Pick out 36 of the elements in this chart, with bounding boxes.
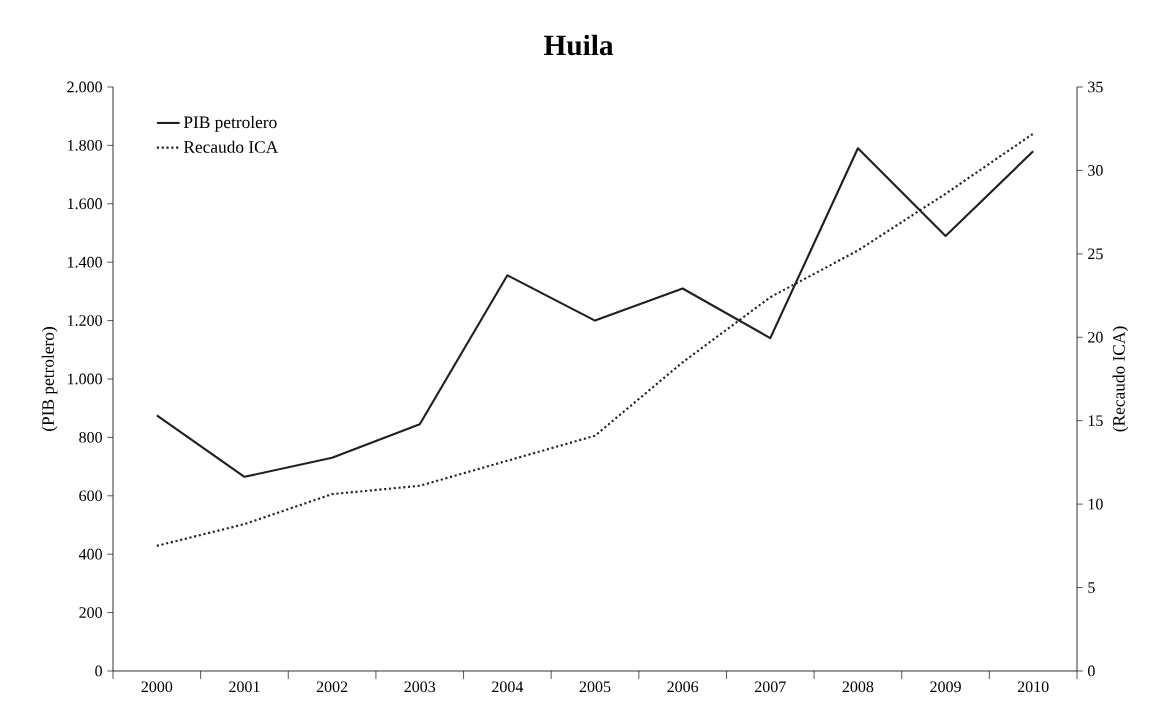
x-tick-label: 2006 bbox=[667, 681, 699, 693]
x-tick-label: 2002 bbox=[316, 681, 348, 693]
y-tick-label: 800 bbox=[79, 431, 102, 443]
y2-tick-label: 30 bbox=[1088, 165, 1103, 176]
y-tick-label: 200 bbox=[79, 607, 102, 618]
y2-tick-label: 35 bbox=[1088, 81, 1103, 93]
x-tick-label: 2010 bbox=[1017, 681, 1049, 693]
y-axis-title: (PIB petrolero) bbox=[41, 327, 58, 431]
line-series bbox=[155, 132, 1035, 547]
y-tick-label: 1.800 bbox=[68, 139, 102, 151]
y2-tick-label: 10 bbox=[1088, 498, 1103, 510]
x-tick-label: 2001 bbox=[229, 681, 260, 693]
y2-tick-label: 25 bbox=[1088, 248, 1103, 260]
y-tick-label: 1.600 bbox=[68, 198, 102, 210]
x-tick-label: 2009 bbox=[930, 681, 961, 693]
x-tick-label: 2007 bbox=[754, 681, 786, 693]
y-tick-label: 1.000 bbox=[68, 373, 102, 385]
y2-tick-label: 5 bbox=[1088, 582, 1095, 593]
y-tick-label: 1.400 bbox=[68, 256, 102, 268]
y2-tick-label: 0 bbox=[1088, 665, 1095, 677]
y2-axis-title: (Recaudo ICA) bbox=[1112, 326, 1129, 432]
y-tick-label: 400 bbox=[78, 548, 102, 560]
y-tick-label: 0 bbox=[95, 665, 102, 677]
legend-label: PIB petrolero bbox=[183, 115, 277, 132]
y2-tick-label: 15 bbox=[1088, 415, 1103, 427]
y-tick-label: 600 bbox=[79, 490, 102, 502]
legend-label: Recaudo ICA bbox=[183, 140, 279, 153]
chart-title: Huila bbox=[543, 34, 614, 56]
x-tick-label: 2003 bbox=[404, 681, 436, 693]
x-tick-label: 2000 bbox=[141, 681, 173, 693]
x-tick-label: 2005 bbox=[579, 681, 611, 693]
y2-tick-label: 20 bbox=[1088, 331, 1103, 343]
x-tick-label: 2008 bbox=[842, 681, 874, 693]
x-tick-label: 2004 bbox=[492, 681, 524, 693]
y-tick-label: 1.200 bbox=[68, 315, 102, 327]
y-tick-label: 2.000 bbox=[67, 81, 102, 93]
